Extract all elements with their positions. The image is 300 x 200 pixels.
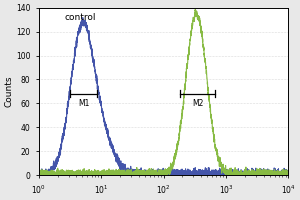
Y-axis label: Counts: Counts bbox=[4, 76, 13, 107]
Text: M1: M1 bbox=[78, 99, 89, 108]
Text: M2: M2 bbox=[192, 99, 204, 108]
Text: control: control bbox=[65, 13, 97, 22]
